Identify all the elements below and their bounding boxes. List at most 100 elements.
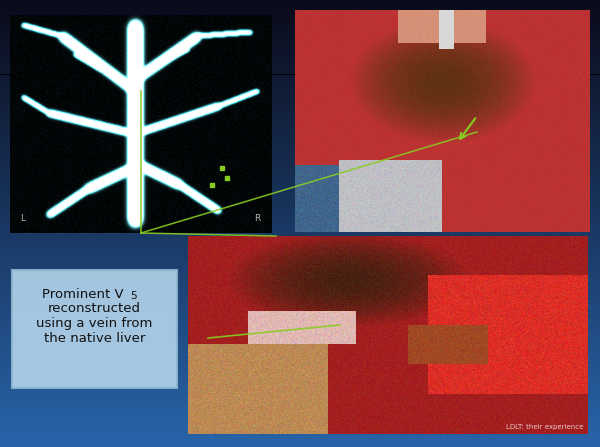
Bar	[0, 365, 600, 369]
Bar	[0, 343, 600, 346]
Bar	[0, 242, 600, 246]
Bar	[0, 309, 600, 313]
Bar	[0, 417, 600, 421]
Bar	[0, 52, 600, 56]
Bar	[0, 425, 600, 428]
Bar	[0, 391, 600, 395]
Bar	[0, 115, 600, 119]
Bar	[0, 265, 600, 268]
Bar	[0, 160, 600, 164]
Bar	[0, 249, 600, 253]
Bar	[0, 97, 600, 101]
Bar	[0, 67, 600, 71]
Bar	[0, 156, 600, 160]
Bar	[0, 41, 600, 45]
Bar	[0, 15, 600, 19]
Bar	[0, 164, 600, 168]
Bar	[0, 253, 600, 257]
Bar	[0, 231, 600, 235]
Bar	[0, 131, 600, 134]
Bar	[0, 75, 600, 78]
Bar	[0, 399, 600, 402]
Bar	[0, 209, 600, 212]
FancyBboxPatch shape	[12, 270, 177, 388]
Bar	[0, 138, 600, 142]
Bar	[0, 8, 600, 11]
Bar	[0, 294, 600, 298]
Bar	[0, 335, 600, 339]
Bar	[0, 410, 600, 413]
Text: using a vein from: using a vein from	[37, 317, 152, 330]
Bar	[0, 168, 600, 171]
Bar	[0, 104, 600, 108]
Bar	[0, 316, 600, 320]
Bar	[0, 108, 600, 112]
Bar	[0, 182, 600, 186]
Bar	[0, 324, 600, 328]
Bar	[0, 388, 600, 391]
Bar	[0, 372, 600, 376]
Bar	[0, 313, 600, 316]
Bar	[0, 380, 600, 384]
Bar	[0, 134, 600, 138]
Bar	[0, 439, 600, 443]
Bar	[0, 216, 600, 220]
Bar	[0, 402, 600, 406]
Bar	[0, 238, 600, 242]
Bar	[0, 428, 600, 432]
Text: R: R	[254, 214, 260, 223]
Bar	[0, 279, 600, 283]
Bar	[0, 339, 600, 343]
Bar	[0, 145, 600, 149]
Bar	[0, 406, 600, 410]
Bar	[0, 171, 600, 175]
Bar	[0, 0, 600, 4]
Bar	[0, 276, 600, 279]
Bar	[0, 190, 600, 194]
Bar	[0, 261, 600, 265]
Bar	[0, 30, 600, 34]
Bar	[0, 369, 600, 372]
Bar	[0, 11, 600, 15]
Bar	[0, 78, 600, 82]
Text: LDLT: their experience: LDLT: their experience	[506, 424, 583, 430]
Bar	[0, 198, 600, 201]
Bar	[0, 142, 600, 145]
Bar	[0, 34, 600, 37]
Bar	[0, 71, 600, 75]
Bar	[0, 212, 600, 216]
Bar	[0, 186, 600, 190]
Bar	[0, 354, 600, 358]
Bar	[0, 361, 600, 365]
Bar	[0, 432, 600, 436]
Bar	[0, 179, 600, 182]
Bar	[0, 235, 600, 238]
Bar	[0, 82, 600, 86]
Bar	[0, 119, 600, 123]
Bar	[0, 346, 600, 350]
Bar	[0, 59, 600, 63]
Bar	[0, 194, 600, 198]
Bar	[0, 89, 600, 93]
Bar	[0, 37, 600, 41]
Bar	[0, 395, 600, 399]
Bar	[0, 112, 600, 115]
Bar	[0, 175, 600, 179]
Bar	[0, 328, 600, 332]
Bar	[0, 350, 600, 354]
Bar	[0, 320, 600, 324]
Bar	[0, 332, 600, 335]
Bar	[0, 298, 600, 302]
Bar	[0, 205, 600, 209]
Bar	[0, 201, 600, 205]
Bar	[0, 63, 600, 67]
Bar	[0, 220, 600, 224]
Bar	[0, 384, 600, 388]
Bar	[0, 26, 600, 30]
Bar	[0, 358, 600, 361]
Bar	[0, 257, 600, 261]
Text: 5: 5	[131, 291, 137, 301]
Bar	[0, 287, 600, 291]
Bar	[0, 291, 600, 294]
Text: L: L	[20, 214, 25, 223]
